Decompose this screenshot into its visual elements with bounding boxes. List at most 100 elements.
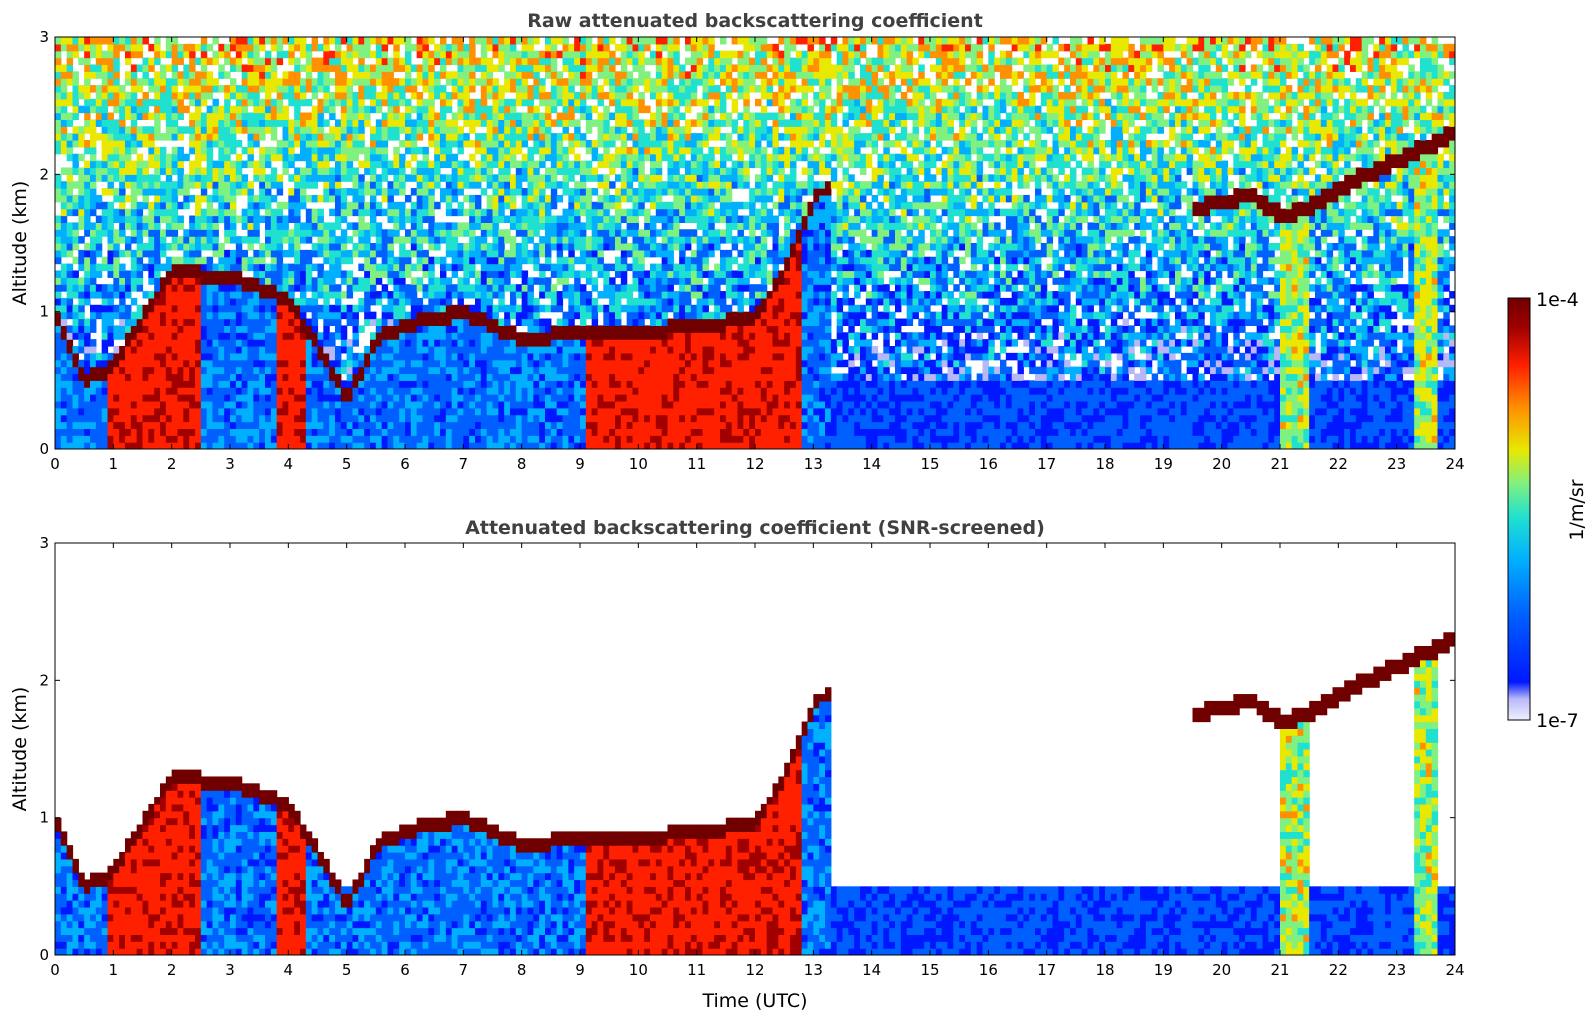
- heatmap-cell: [311, 174, 319, 182]
- heatmap-cell: [504, 256, 511, 265]
- heatmap-cell: [241, 37, 249, 45]
- heatmap-cell: [60, 112, 68, 120]
- heatmap-cell: [200, 222, 208, 230]
- heatmap-cell: [113, 243, 120, 251]
- heatmap-cell: [177, 126, 184, 134]
- heatmap-cell: [90, 346, 97, 354]
- heatmap-cell: [370, 387, 377, 395]
- heatmap-cell: [486, 325, 494, 333]
- heatmap-cell: [171, 91, 179, 100]
- heatmap-cell: [387, 119, 394, 127]
- heatmap-cell: [352, 112, 359, 120]
- heatmap-cell: [230, 140, 237, 148]
- heatmap-cell: [358, 146, 365, 155]
- heatmap-cell: [247, 78, 254, 86]
- heatmap-cell: [480, 414, 488, 423]
- heatmap-cell: [597, 71, 604, 79]
- heatmap-cell: [78, 194, 85, 203]
- heatmap-cell: [434, 435, 441, 443]
- heatmap-cell: [55, 64, 62, 72]
- heatmap-cell: [329, 188, 336, 196]
- heatmap-cell: [230, 270, 237, 278]
- heatmap-cell: [195, 421, 202, 429]
- heatmap-cell: [492, 421, 499, 429]
- heatmap-cell: [78, 153, 85, 162]
- heatmap-cell: [410, 428, 418, 436]
- heatmap-cell: [154, 236, 161, 244]
- heatmap-cell: [585, 400, 593, 409]
- heatmap-cell: [212, 318, 219, 326]
- heatmap-cell: [486, 277, 494, 285]
- heatmap-cell: [498, 249, 505, 258]
- heatmap-cell: [469, 311, 476, 320]
- heatmap-cell: [148, 208, 155, 217]
- heatmap-cell: [148, 373, 155, 381]
- heatmap-cell: [253, 91, 260, 100]
- heatmap-cell: [154, 160, 161, 169]
- heatmap-cell: [259, 346, 266, 354]
- heatmap-cell: [142, 133, 149, 141]
- heatmap-cell: [603, 332, 610, 340]
- heatmap-cell: [498, 208, 505, 217]
- heatmap-cell: [591, 373, 599, 381]
- heatmap-cell: [375, 229, 383, 237]
- heatmap-cell: [375, 400, 383, 409]
- heatmap-cell: [270, 98, 278, 107]
- heatmap-cell: [154, 119, 161, 127]
- heatmap-cell: [329, 387, 336, 395]
- heatmap-cell: [556, 387, 564, 395]
- heatmap-cell: [90, 126, 97, 134]
- heatmap-cell: [66, 236, 74, 244]
- heatmap-cell: [72, 222, 79, 230]
- heatmap-cell: [393, 236, 400, 244]
- heatmap-cell: [364, 236, 371, 244]
- heatmap-cell: [259, 380, 266, 388]
- heatmap-cell: [480, 43, 488, 52]
- heatmap-cell: [247, 37, 254, 45]
- heatmap-cell: [241, 91, 249, 100]
- heatmap-cell: [282, 270, 289, 278]
- heatmap-cell: [206, 304, 214, 313]
- heatmap-cell: [305, 236, 313, 244]
- heatmap-cell: [195, 414, 202, 423]
- heatmap-cell: [510, 119, 517, 127]
- heatmap-cell: [515, 414, 523, 423]
- heatmap-cell: [410, 352, 418, 361]
- heatmap-cell: [533, 380, 540, 388]
- heatmap-cell: [463, 318, 470, 326]
- heatmap-cell: [90, 359, 97, 368]
- heatmap-cell: [370, 394, 377, 402]
- heatmap-cell: [550, 201, 558, 210]
- heatmap-cell: [387, 126, 394, 134]
- heatmap-cell: [387, 407, 394, 416]
- heatmap-cell: [142, 318, 149, 326]
- heatmap-cell: [95, 194, 103, 203]
- heatmap-cell: [568, 380, 575, 388]
- heatmap-cell: [486, 421, 494, 429]
- heatmap-cell: [130, 174, 138, 182]
- heatmap-cell: [428, 85, 435, 93]
- heatmap-cell: [230, 133, 237, 141]
- heatmap-cell: [545, 112, 552, 120]
- heatmap-cell: [84, 71, 91, 79]
- heatmap-cell: [492, 119, 499, 127]
- heatmap-cell: [218, 339, 225, 347]
- heatmap-cell: [510, 428, 517, 436]
- heatmap-cell: [475, 332, 482, 340]
- heatmap-cell: [270, 215, 278, 223]
- heatmap-cell: [580, 366, 587, 375]
- heatmap-cell: [562, 442, 569, 449]
- heatmap-cell: [55, 291, 62, 299]
- heatmap-cell: [603, 352, 610, 361]
- heatmap-cell: [405, 43, 412, 52]
- heatmap-cell: [154, 57, 161, 66]
- heatmap-cell: [585, 194, 593, 203]
- heatmap-cell: [101, 119, 109, 127]
- heatmap-cell: [317, 222, 324, 230]
- heatmap-cell: [288, 297, 295, 306]
- heatmap-cell: [253, 414, 260, 423]
- heatmap-cell: [580, 50, 587, 59]
- heatmap-cell: [171, 352, 179, 361]
- heatmap-cell: [282, 229, 289, 237]
- heatmap-cell: [352, 352, 359, 361]
